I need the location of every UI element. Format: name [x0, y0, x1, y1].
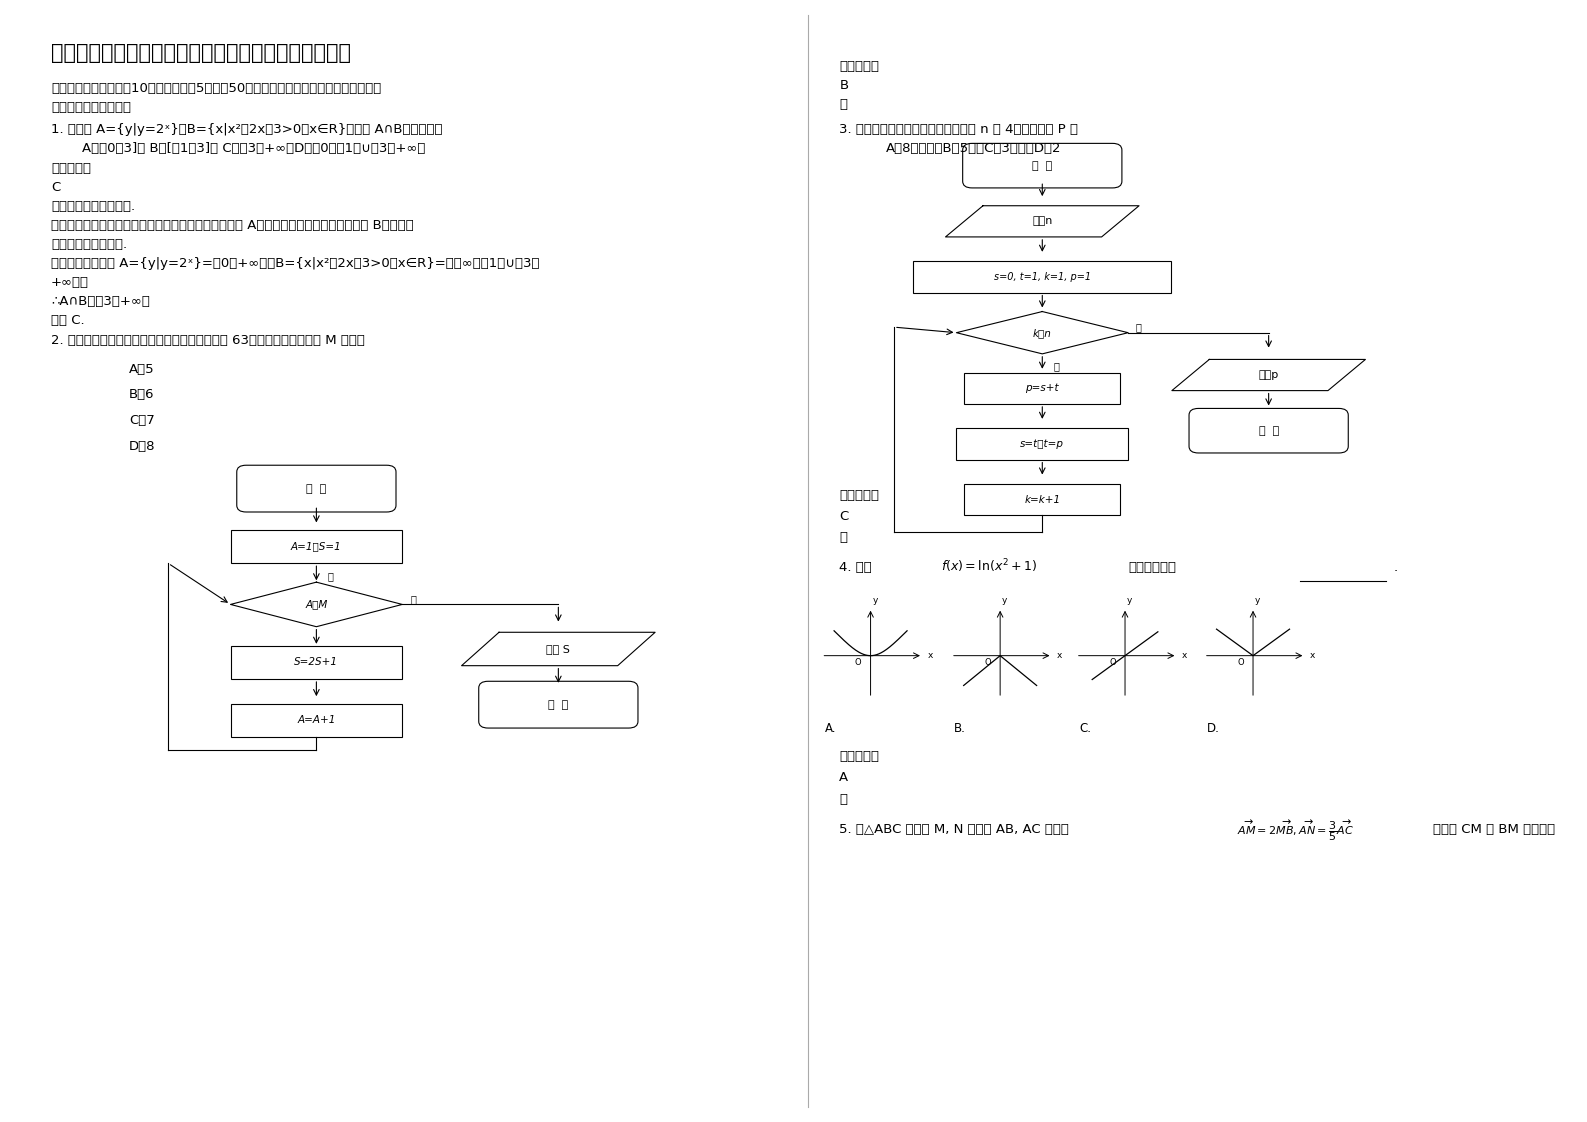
Text: s=t，t=p: s=t，t=p	[1020, 439, 1065, 449]
Text: A: A	[840, 772, 849, 784]
Text: D．8: D．8	[129, 440, 156, 452]
Text: y: y	[1127, 596, 1133, 606]
Text: 是: 是	[327, 571, 333, 581]
Text: 接利用交集运算求解.: 接利用交集运算求解.	[51, 238, 127, 251]
Text: 参考答案：: 参考答案：	[840, 488, 879, 502]
Text: 略: 略	[840, 98, 847, 111]
Text: 1. 若集合 A={y|y=2ˣ}，B={x|x²－2x－3>0，x∈R}，那么 A∩B＝（　　）: 1. 若集合 A={y|y=2ˣ}，B={x|x²－2x－3>0，x∈R}，那么…	[51, 123, 443, 137]
Text: +∞），: +∞），	[51, 276, 89, 288]
FancyBboxPatch shape	[965, 373, 1120, 404]
FancyBboxPatch shape	[479, 681, 638, 728]
Text: 3. 执行右面的程序框图，如果输入的 n 是 4，则输出的 P 是: 3. 执行右面的程序框图，如果输入的 n 是 4，则输出的 P 是	[840, 123, 1078, 137]
Text: A．（0，3]　 B．[－1，3]　 C．（3，+∞）D．（0，－1）∪（3，+∞）: A．（0，3] B．[－1，3] C．（3，+∞）D．（0，－1）∪（3，+∞）	[83, 142, 425, 155]
Text: 湖南省益阳市黄泥湖乡中学高三数学文模拟试卷含解析: 湖南省益阳市黄泥湖乡中学高三数学文模拟试卷含解析	[51, 43, 351, 63]
Text: 故选 C.: 故选 C.	[51, 314, 84, 327]
FancyBboxPatch shape	[965, 485, 1120, 515]
FancyBboxPatch shape	[230, 530, 402, 563]
Text: 一、选择题：本大题共10小题，每小题5分，共50分。在每小题给出的四个选项中，只有: 一、选择题：本大题共10小题，每小题5分，共50分。在每小题给出的四个选项中，只…	[51, 82, 381, 95]
Text: x: x	[1309, 651, 1316, 660]
FancyBboxPatch shape	[230, 645, 402, 679]
Text: O: O	[984, 657, 990, 666]
Text: C.: C.	[1079, 723, 1090, 736]
Text: 否: 否	[409, 594, 416, 604]
Text: C: C	[840, 509, 849, 523]
Text: ，线段 CM 与 BM 相交于点: ，线段 CM 与 BM 相交于点	[1433, 822, 1555, 836]
Text: S=2S+1: S=2S+1	[294, 657, 338, 668]
Text: C: C	[51, 182, 60, 194]
Text: 略: 略	[840, 531, 847, 544]
Text: A=A+1: A=A+1	[297, 715, 335, 725]
Text: 输出 S: 输出 S	[546, 644, 570, 654]
Text: 参考答案：: 参考答案：	[51, 163, 90, 175]
Text: $f(x)=\ln(x^2+1)$: $f(x)=\ln(x^2+1)$	[941, 558, 1036, 576]
FancyBboxPatch shape	[236, 466, 397, 512]
Text: 参考答案：: 参考答案：	[840, 751, 879, 763]
Text: 是: 是	[1054, 361, 1059, 371]
Text: $\overrightarrow{AM}=2\overrightarrow{MB},\overrightarrow{AN}=\dfrac{3}{5}\overr: $\overrightarrow{AM}=2\overrightarrow{MB…	[1238, 818, 1354, 843]
Text: 【解答】解：集合 A={y|y=2ˣ}=（0，+∞），B={x|x²－2x－3>0，x∈R}=（－∞，－1）∪（3，: 【解答】解：集合 A={y|y=2ˣ}=（0，+∞），B={x|x²－2x－3>…	[51, 257, 540, 270]
Text: 2. 按如图所示的程序框图运行后，输出的结果是 63，则判断框中的整数 M 的值是: 2. 按如图所示的程序框图运行后，输出的结果是 63，则判断框中的整数 M 的值…	[51, 334, 365, 347]
Text: 是一个符合题目要求的: 是一个符合题目要求的	[51, 101, 132, 114]
Text: A＞M: A＞M	[305, 599, 327, 609]
Text: 参考答案：: 参考答案：	[840, 59, 879, 73]
Text: O: O	[1238, 657, 1244, 666]
Text: 结  束: 结 束	[548, 700, 568, 709]
Text: 结  束: 结 束	[1258, 425, 1279, 435]
FancyBboxPatch shape	[957, 429, 1128, 460]
Text: C．7: C．7	[129, 414, 156, 427]
Text: O: O	[855, 657, 862, 666]
FancyBboxPatch shape	[914, 261, 1171, 293]
Text: O: O	[1109, 657, 1116, 666]
Text: y: y	[1001, 596, 1008, 606]
Text: A=1，S=1: A=1，S=1	[290, 542, 341, 552]
Text: 输出p: 输出p	[1258, 370, 1279, 380]
Text: 的图象大致是: 的图象大致是	[1128, 561, 1176, 574]
Text: 否: 否	[1136, 322, 1141, 332]
Text: x: x	[1057, 651, 1062, 660]
Text: B: B	[840, 79, 849, 92]
Text: D.: D.	[1208, 723, 1220, 736]
Text: 5. 在△ABC 中，点 M, N 分别是 AB, AC 上，且: 5. 在△ABC 中，点 M, N 分别是 AB, AC 上，且	[840, 822, 1070, 836]
Text: A．5: A．5	[129, 362, 154, 376]
Text: p=s+t: p=s+t	[1025, 384, 1059, 394]
Text: 4. 函数: 4. 函数	[840, 561, 876, 574]
Text: k＜n: k＜n	[1033, 328, 1052, 338]
Text: 输入n: 输入n	[1032, 217, 1052, 227]
Text: .: .	[1393, 561, 1398, 574]
Text: B．6: B．6	[129, 388, 154, 402]
Text: B.: B.	[954, 723, 966, 736]
FancyBboxPatch shape	[1189, 408, 1349, 453]
Text: x: x	[927, 651, 933, 660]
Text: 【分析】根据指数函数的性质求出函数的值域化简集合 A，求解一元二次不等式化简集合 B，然后直: 【分析】根据指数函数的性质求出函数的值域化简集合 A，求解一元二次不等式化简集合…	[51, 219, 414, 232]
Text: y: y	[1255, 596, 1260, 606]
Text: 【考点】交集及其运算.: 【考点】交集及其运算.	[51, 200, 135, 213]
Text: 开  始: 开 始	[1032, 160, 1052, 171]
FancyBboxPatch shape	[230, 703, 402, 737]
Text: 开  始: 开 始	[306, 484, 327, 494]
Text: x: x	[1182, 651, 1187, 660]
Text: 略: 略	[840, 792, 847, 806]
FancyBboxPatch shape	[963, 144, 1122, 187]
Text: y: y	[873, 596, 878, 606]
Text: ∴A∩B＝（3，+∞）: ∴A∩B＝（3，+∞）	[51, 295, 149, 307]
Text: A.: A.	[825, 723, 836, 736]
Text: s=0, t=1, k=1, p=1: s=0, t=1, k=1, p=1	[993, 272, 1090, 282]
Text: k=k+1: k=k+1	[1024, 495, 1060, 505]
Text: A．8　　　　B．5　　C．3　　　D．2: A．8 B．5 C．3 D．2	[886, 142, 1062, 155]
